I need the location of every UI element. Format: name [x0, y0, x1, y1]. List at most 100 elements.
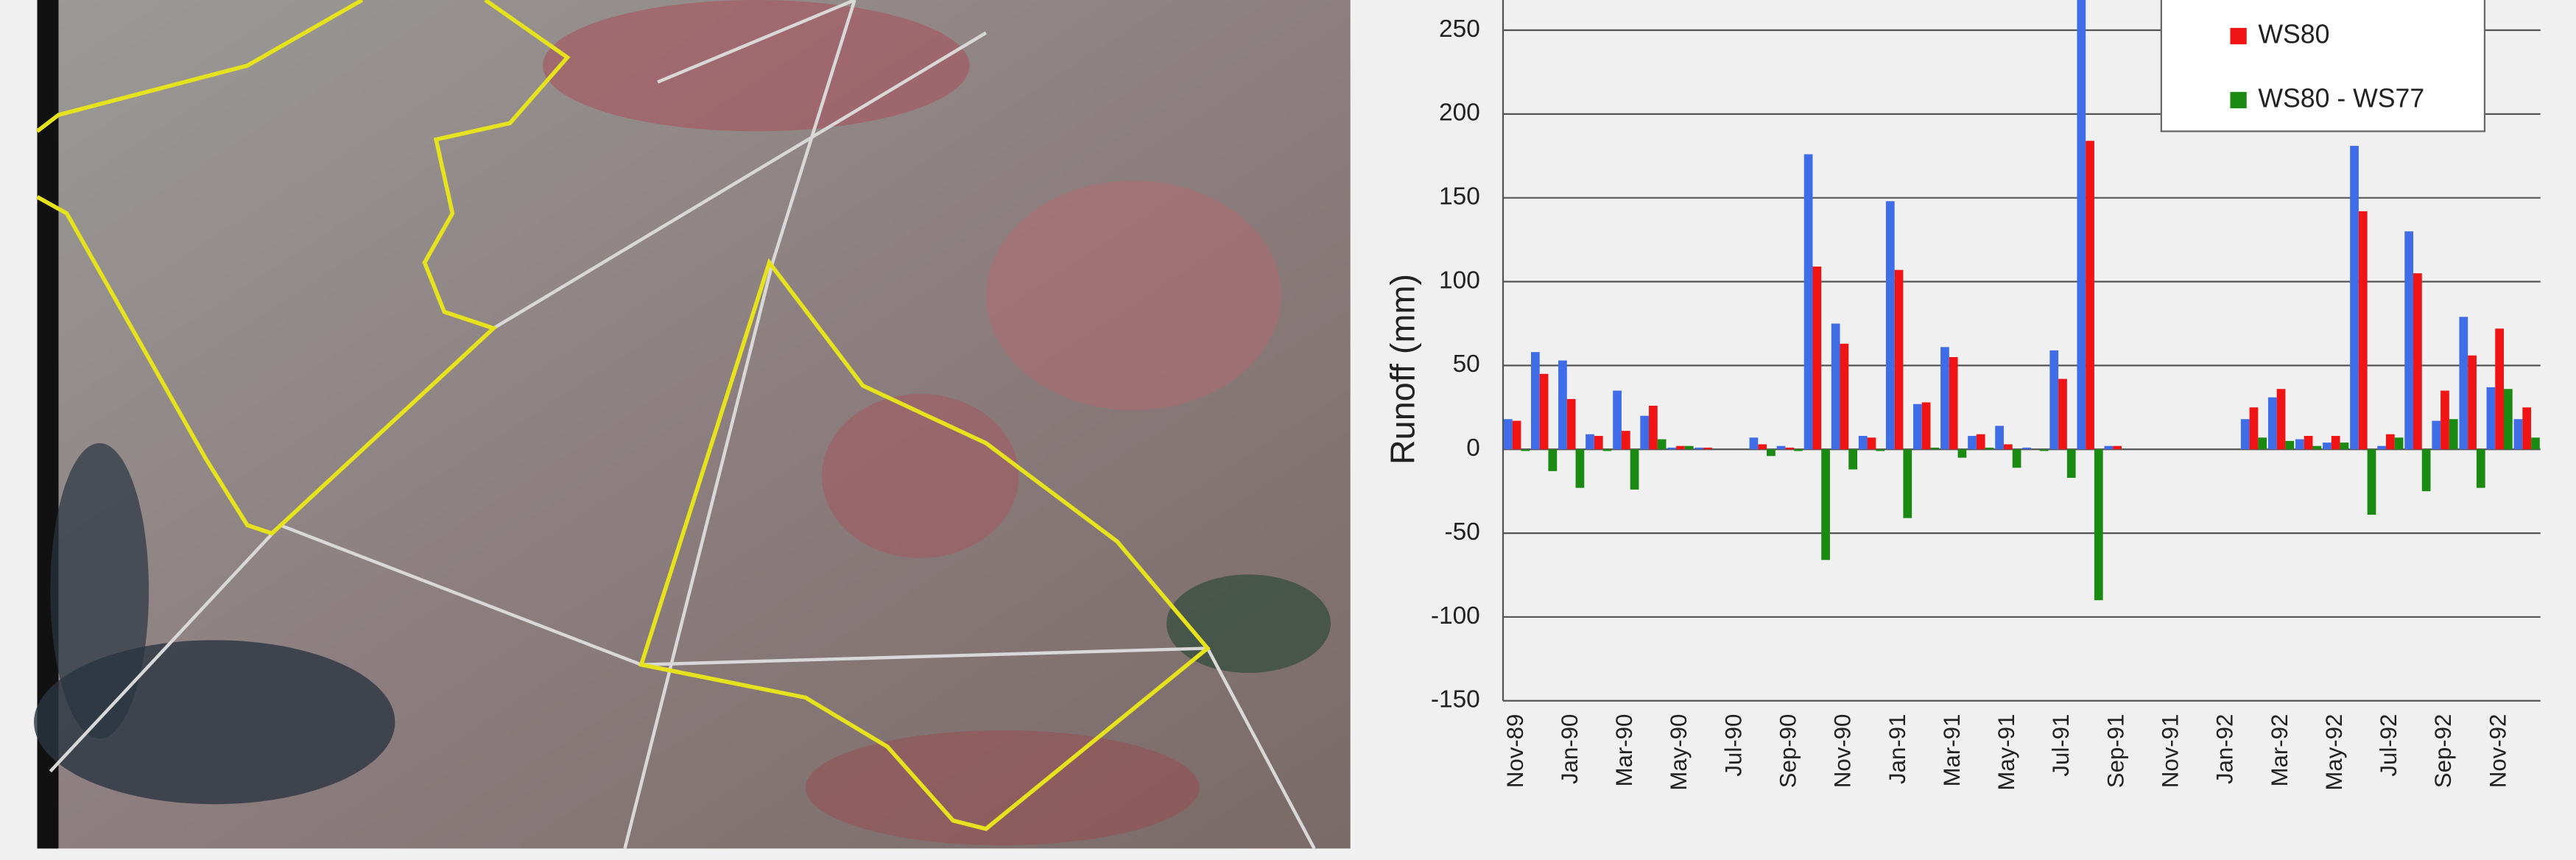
bar	[2250, 407, 2259, 449]
legend-label: WS80	[2258, 19, 2329, 49]
x-tick-label: Mar-90	[1611, 714, 1637, 787]
bar	[1758, 444, 1767, 449]
y-tick-label: -150	[1431, 686, 1480, 713]
bar	[1676, 446, 1685, 450]
bar	[1767, 449, 1776, 456]
bar	[1995, 426, 2004, 449]
bar	[1667, 448, 1676, 449]
x-tick-label: Jan-92	[2212, 714, 2238, 784]
bar	[2522, 407, 2531, 449]
x-tick-label: Sep-92	[2430, 714, 2456, 789]
bar	[1821, 449, 1830, 560]
bar	[1531, 352, 1540, 449]
y-axis-label: Runoff (mm)	[1384, 274, 1422, 465]
bar	[2487, 387, 2496, 449]
x-tick-label: Nov-90	[1830, 714, 1856, 789]
y-tick-label: 50	[1453, 350, 1480, 378]
bar	[1548, 449, 1557, 471]
bar	[2086, 141, 2094, 449]
bar	[2368, 449, 2376, 515]
bar	[1504, 419, 1513, 449]
y-tick-label: -50	[1444, 518, 1479, 546]
bar	[1804, 154, 1813, 449]
bar	[1685, 446, 1694, 450]
bar	[2105, 446, 2114, 450]
bar	[1521, 449, 1530, 451]
bar	[1567, 399, 1576, 449]
bar	[2004, 444, 2013, 449]
bar	[1785, 448, 1794, 449]
bar	[2295, 440, 2304, 450]
bar	[2258, 437, 2267, 449]
bar	[1513, 421, 1521, 450]
bar	[1958, 449, 1967, 457]
bar	[2304, 436, 2313, 449]
bar	[1848, 449, 1857, 469]
bar	[2013, 449, 2021, 468]
x-tick-label: Mar-92	[2267, 714, 2292, 787]
bar	[1895, 270, 1904, 450]
bar	[2323, 443, 2332, 449]
bar	[2277, 389, 2286, 449]
bar	[1840, 344, 1849, 449]
bar	[1695, 448, 1703, 449]
legend-label: WS80 - WS77	[2258, 83, 2424, 113]
bar	[1968, 436, 1977, 449]
bar	[2395, 437, 2404, 449]
x-tick-label: Jul-90	[1720, 714, 1746, 777]
x-tick-label: Jul-92	[2376, 714, 2401, 777]
bar	[1622, 431, 1630, 449]
y-tick-label: 0	[1466, 434, 1480, 462]
bar	[2067, 449, 2076, 478]
bar	[2022, 448, 2031, 449]
bar	[2386, 434, 2395, 449]
bar	[1613, 391, 1622, 450]
bar	[2312, 446, 2321, 450]
x-tick-label: Sep-90	[1775, 714, 1801, 789]
bar	[2449, 419, 2458, 449]
bar	[1977, 434, 1985, 449]
bar	[1985, 448, 1994, 449]
bar	[2058, 379, 2067, 450]
y-tick-label: 200	[1439, 99, 1480, 127]
bar	[1922, 402, 1931, 449]
y-tick-label: 100	[1439, 267, 1480, 294]
bar	[1594, 436, 1603, 449]
bar	[1540, 374, 1549, 449]
bar	[2094, 449, 2103, 600]
bar	[2377, 446, 2386, 450]
bar	[1949, 357, 1958, 449]
bar	[2477, 449, 2485, 487]
y-tick-label: 150	[1439, 183, 1480, 211]
bar	[1913, 404, 1922, 449]
bar	[2113, 446, 2122, 450]
bar	[1558, 361, 1567, 450]
bar	[1859, 436, 1868, 449]
bar	[1794, 449, 1803, 451]
x-tick-label: May-91	[1993, 714, 2019, 791]
bar	[1640, 416, 1649, 450]
bar	[2077, 0, 2086, 449]
bar	[1586, 434, 1594, 449]
bar	[1630, 449, 1639, 490]
legend-swatch	[2230, 92, 2246, 108]
bar	[1777, 446, 1786, 450]
bar	[1903, 449, 1912, 518]
bar	[2514, 419, 2523, 449]
bar	[2285, 441, 2294, 449]
bar	[2359, 211, 2368, 449]
bar	[2049, 350, 2058, 449]
screenshot: Runoff (mm) -150-100-50050100150200250No…	[0, 0, 2576, 860]
bar	[2432, 421, 2440, 450]
bar	[1658, 440, 1667, 450]
x-tick-label: Nov-89	[1502, 714, 1528, 789]
x-tick-label: Sep-91	[2102, 714, 2128, 789]
x-tick-label: Nov-92	[2485, 714, 2510, 789]
legend-swatch	[2230, 28, 2246, 44]
aerial-photo	[34, 0, 1351, 848]
bar	[1703, 448, 1712, 449]
bar	[2495, 328, 2504, 449]
page: {"chart_data": {"type": "bar", "y_label"…	[0, 0, 2576, 860]
bar	[2440, 391, 2449, 450]
bar	[2268, 398, 2277, 450]
